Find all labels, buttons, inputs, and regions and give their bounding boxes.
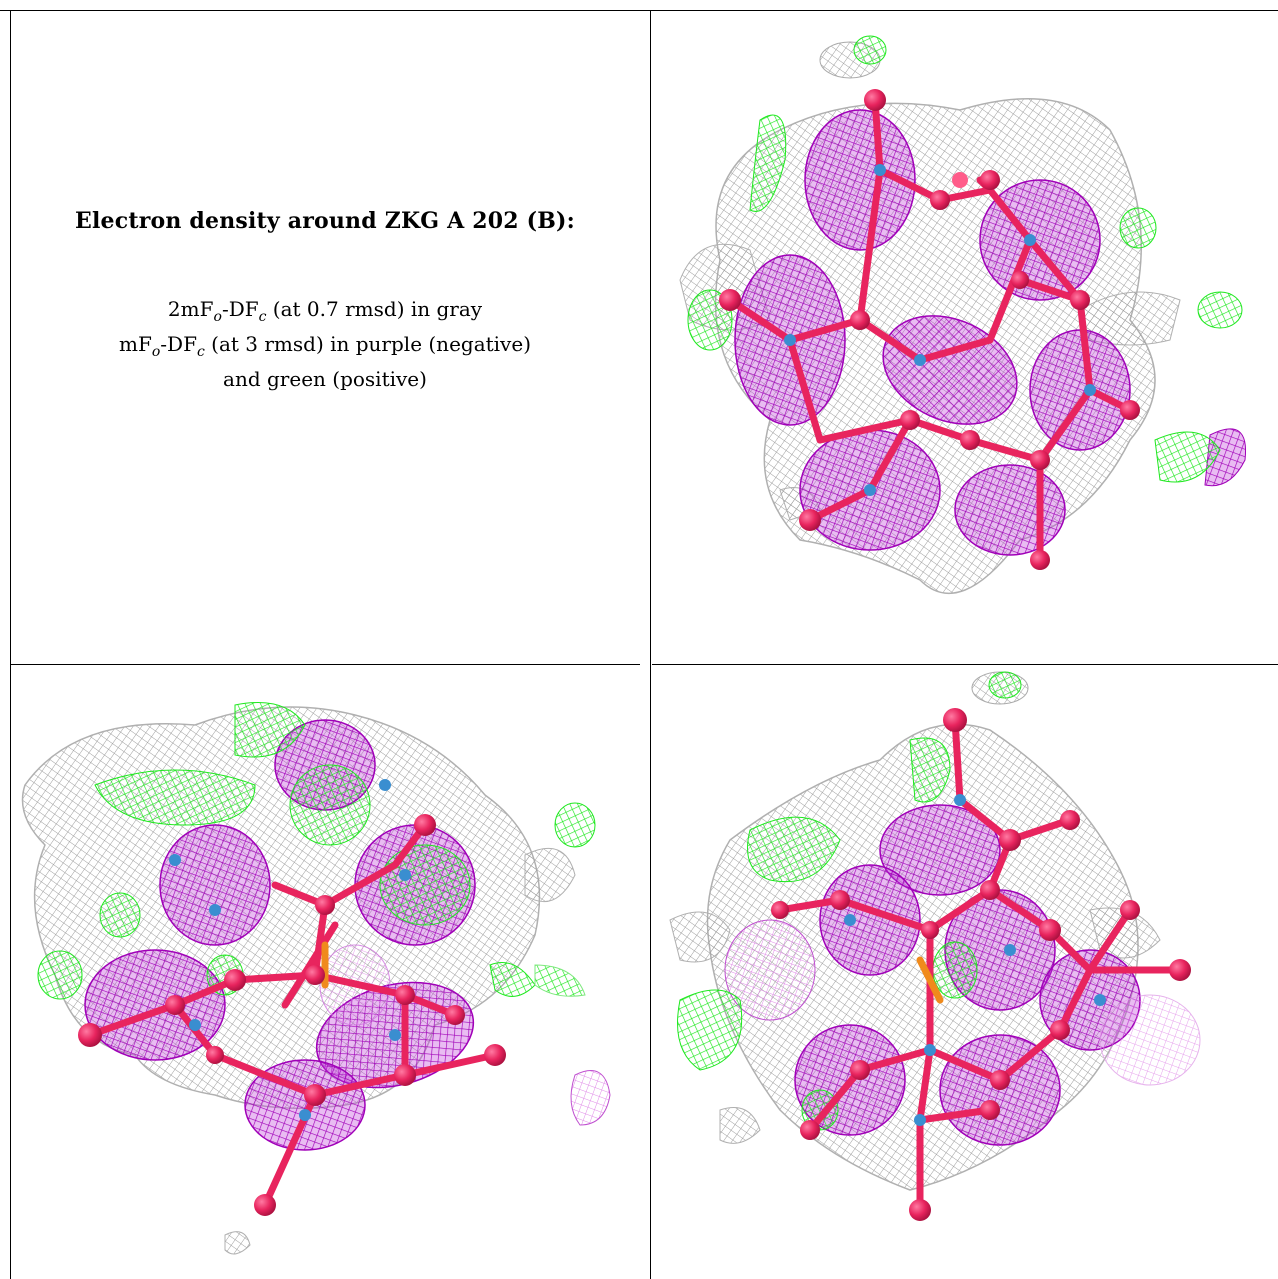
- map-legend: 2mFo-DFc (at 0.7 rmsd) in gray mFo-DFc (…: [119, 296, 531, 393]
- grid-middle-divider-right: [652, 664, 1278, 665]
- legend-line-positive: and green (positive): [223, 367, 427, 391]
- molecule-bonds: [86, 821, 499, 1209]
- atom-blue-highlights: [169, 779, 411, 1121]
- atom-blue-highlights: [784, 164, 1096, 496]
- molecule-bonds: [726, 96, 1134, 564]
- density-view-bottom-left: [21, 702, 611, 1255]
- molecule-atoms: [78, 814, 506, 1216]
- grid-middle-divider-left: [10, 664, 640, 665]
- atom-orange-highlights: [916, 956, 944, 1004]
- atom-blue-highlights: [844, 794, 1106, 1126]
- density-view-top-right: [679, 35, 1247, 595]
- green-density-mesh: [37, 702, 596, 1000]
- grid-center-divider: [650, 10, 651, 1279]
- legend-line-fo-dfc: mFo-DFc (at 3 rmsd) in purple (negative): [119, 332, 531, 360]
- grid-left-border: [10, 10, 11, 1279]
- figure-title: Electron density around ZKG A 202 (B):: [75, 208, 575, 234]
- caption-cell: Electron density around ZKG A 202 (B): 2…: [0, 0, 650, 664]
- green-density-mesh: [677, 671, 1022, 1131]
- molecule-atoms: [719, 89, 1140, 570]
- green-density-mesh: [687, 35, 1243, 483]
- molecule-atoms: [771, 708, 1191, 1221]
- legend-line-2fo-dfc: 2mFo-DFc (at 0.7 rmsd) in gray: [167, 297, 483, 325]
- density-view-bottom-right: [669, 671, 1201, 1221]
- grid-top-border: [0, 10, 1278, 11]
